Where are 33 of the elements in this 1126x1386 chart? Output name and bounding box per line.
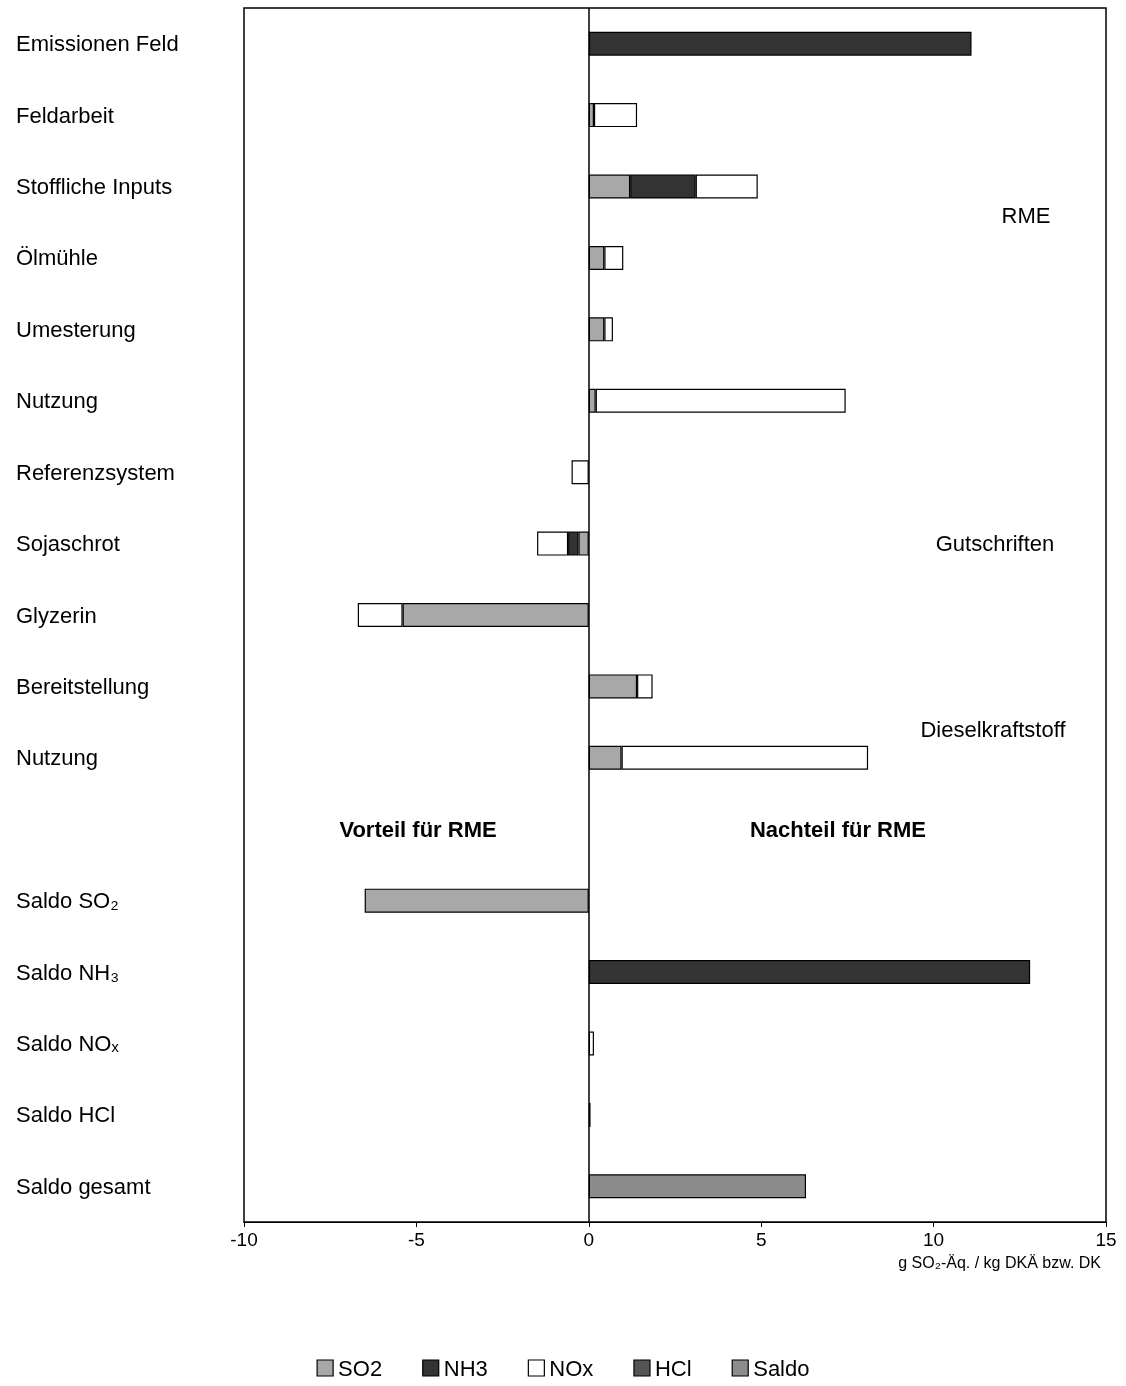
legend-label: Saldo xyxy=(753,1355,810,1381)
y-tick-label: Glyzerin xyxy=(16,602,97,628)
y-tick-label: Saldo HCl xyxy=(16,1102,116,1128)
x-axis-title: g SO₂-Äq. / kg DKÄ bzw. DK xyxy=(898,1253,1102,1271)
y-tick-label: Saldo gesamt xyxy=(16,1173,151,1199)
y-tick-label: Saldo NOₓ xyxy=(16,1030,120,1056)
x-tick-label: -10 xyxy=(230,1229,258,1250)
annotation: Gutschriften xyxy=(935,531,1055,557)
y-tick-label: Feldarbeit xyxy=(16,102,114,128)
y-tick-label: Saldo SO₂ xyxy=(16,888,119,914)
annotation: Dieselkraftstoff xyxy=(920,716,1067,742)
x-tick-label: -5 xyxy=(407,1229,425,1250)
y-tick-label: Bereitstellung xyxy=(16,673,150,699)
x-tick-label: 10 xyxy=(923,1229,945,1250)
x-tick-label: 0 xyxy=(583,1229,595,1250)
x-tick-label: 5 xyxy=(755,1229,767,1250)
annotation: RME xyxy=(1001,202,1051,228)
legend-label: SO2 xyxy=(338,1355,383,1381)
annotation: Vorteil für RME xyxy=(339,816,497,842)
legend-label: HCl xyxy=(654,1355,692,1381)
annotation: Nachteil für RME xyxy=(749,816,927,842)
y-tick-label: Stoffliche Inputs xyxy=(16,174,173,200)
legend-label: NOx xyxy=(549,1355,594,1381)
x-tick-label: 15 xyxy=(1095,1229,1117,1250)
y-tick-label: Referenzsystem xyxy=(16,459,175,485)
y-tick-label: Nutzung xyxy=(16,388,98,414)
y-tick-label: Sojaschrot xyxy=(16,531,120,557)
y-tick-label: Nutzung xyxy=(16,745,98,771)
y-tick-label: Saldo NH₃ xyxy=(16,959,120,985)
y-tick-label: Ölmühle xyxy=(16,245,98,271)
y-tick-label: Umesterung xyxy=(16,316,136,342)
y-tick-label: Emissionen Feld xyxy=(16,31,179,57)
legend-label: NH3 xyxy=(443,1355,488,1381)
